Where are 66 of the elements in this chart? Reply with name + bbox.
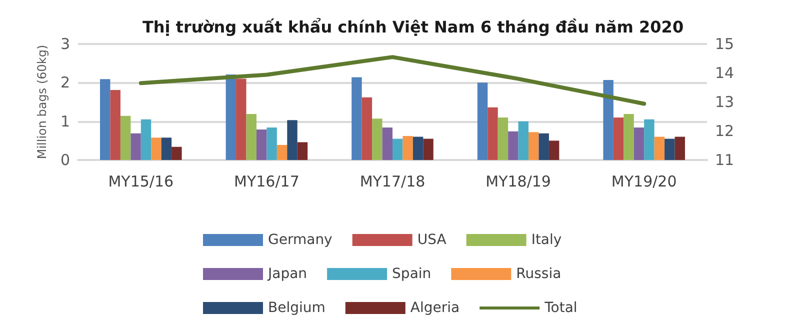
x-tick-label: MY17/18 [360,172,426,190]
bar [372,118,382,160]
x-tick-label: MY16/17 [234,172,300,190]
y2-tick-label: 15 [715,35,734,53]
legend-label: Germany [268,232,332,248]
bar [498,117,508,160]
bar [392,138,403,160]
legend-label: USA [417,232,447,248]
bar [151,138,162,160]
bar [603,80,614,160]
y2-tick-label: 11 [715,151,734,169]
bar [528,132,539,160]
legend-label: Spain [392,266,432,282]
bar [538,133,549,160]
bar [276,144,288,160]
line-series [138,55,646,106]
bar [120,116,131,160]
bar [140,119,152,160]
legend-label: Belgium [268,300,326,316]
bar [110,90,120,160]
bar [287,120,298,160]
bar [236,78,246,160]
legend-label: Total [544,300,578,316]
x-tick-label: MY15/16 [108,172,174,190]
bar [518,121,529,160]
bar [624,114,634,160]
bar [654,136,665,160]
bar [423,138,434,160]
bar [130,133,141,160]
bar [477,82,488,160]
bar [256,129,267,160]
x-tick-label: MY19/20 [611,172,677,190]
bar [664,138,675,160]
bar [412,136,424,160]
y2-tick-label: 13 [715,93,734,111]
y2-tick-label: 14 [715,64,734,82]
chart-title: Thị trường xuất khẩu chính Việt Nam 6 tháng đầu năm 2020 [142,18,684,36]
legend-label: Japan [267,266,308,282]
legend-label: Italy [531,232,562,248]
y-tick-label: 3 [60,35,70,53]
bar [508,131,518,160]
x-tick-label: MY18/19 [486,172,551,190]
bar [634,128,644,160]
bar [100,79,110,160]
bar [161,138,172,160]
bar [402,136,413,160]
bar [172,146,182,160]
bar [246,114,256,160]
bar [362,97,372,160]
bar [674,136,685,160]
bar [613,117,624,160]
bar [352,77,362,160]
y-tick-label: 1 [60,112,70,130]
legend-label: Russia [516,266,562,282]
y2-tick-label: 12 [715,122,734,140]
legend-label: Algeria [410,300,460,316]
bar [548,140,560,160]
bar [488,107,498,160]
bar [644,119,654,160]
bar [297,142,308,160]
y-tick-label: 2 [60,74,70,92]
y-tick-label: 0 [60,151,70,169]
bar [266,128,277,160]
bar [382,128,392,160]
y-axis-title: Million bags (60kg) [35,44,49,160]
bar [226,74,236,160]
